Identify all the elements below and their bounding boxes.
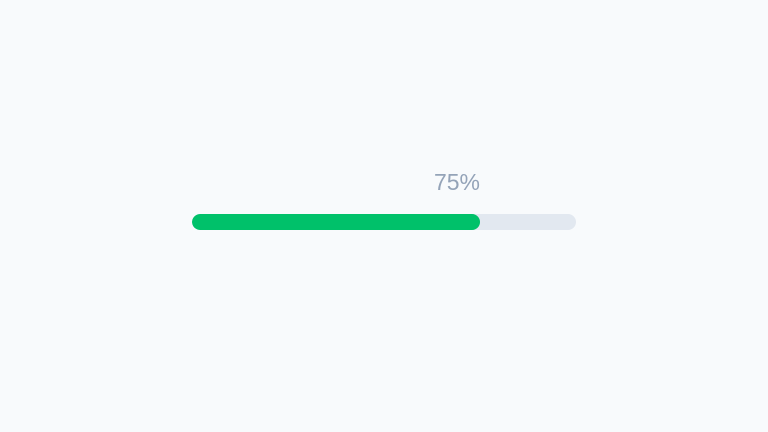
progress-label-row: 75% (192, 166, 576, 198)
progress-component: 75% (192, 166, 576, 230)
progress-percent-label: 75% (433, 169, 480, 195)
progress-track (192, 214, 576, 230)
progress-fill (192, 214, 480, 230)
